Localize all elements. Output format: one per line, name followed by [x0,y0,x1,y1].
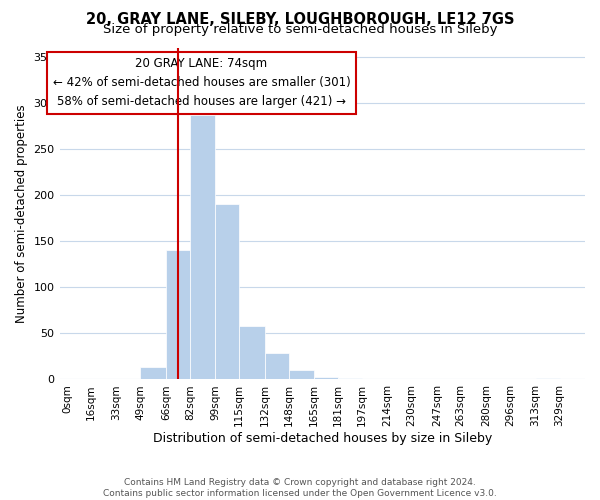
Text: 20 GRAY LANE: 74sqm
← 42% of semi-detached houses are smaller (301)
58% of semi-: 20 GRAY LANE: 74sqm ← 42% of semi-detach… [53,58,350,108]
Bar [140,368,166,380]
Bar [289,370,314,380]
Bar [215,204,239,380]
Text: Size of property relative to semi-detached houses in Sileby: Size of property relative to semi-detach… [103,22,497,36]
Bar [338,378,362,380]
Bar [536,378,560,380]
Bar [239,326,265,380]
Bar [314,376,338,380]
Bar [190,115,215,380]
X-axis label: Distribution of semi-detached houses by size in Sileby: Distribution of semi-detached houses by … [152,432,492,445]
Y-axis label: Number of semi-detached properties: Number of semi-detached properties [15,104,28,323]
Bar [265,352,289,380]
Bar [166,250,190,380]
Text: Contains HM Land Registry data © Crown copyright and database right 2024.
Contai: Contains HM Land Registry data © Crown c… [103,478,497,498]
Text: 20, GRAY LANE, SILEBY, LOUGHBOROUGH, LE12 7GS: 20, GRAY LANE, SILEBY, LOUGHBOROUGH, LE1… [86,12,514,28]
